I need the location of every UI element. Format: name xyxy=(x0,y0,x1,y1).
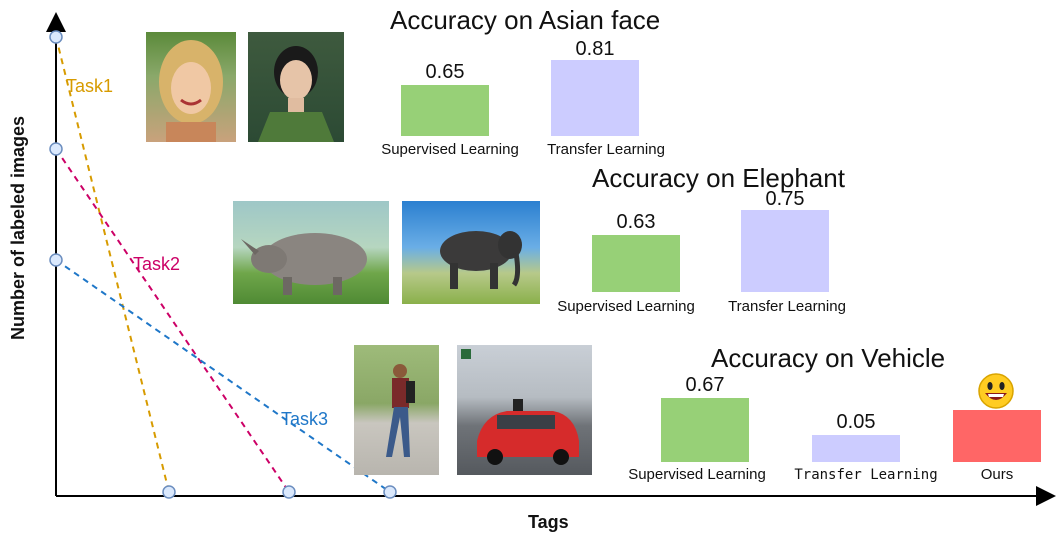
panel1-bar2-label: Transfer Learning xyxy=(547,141,665,158)
task2-label: Task2 xyxy=(133,254,181,274)
panel3-bar3 xyxy=(953,410,1041,462)
node-task3-end xyxy=(383,485,397,499)
panel2-bar2-label: Transfer Learning xyxy=(728,298,846,315)
panel3-bar1 xyxy=(661,398,749,462)
panel3-bar2-label: Transfer Learning xyxy=(794,467,938,483)
panel2-bar1-label: Supervised Learning xyxy=(557,298,695,315)
task3-label: Task3 xyxy=(281,409,329,429)
rhino-photo xyxy=(233,201,389,304)
x-axis-label: Tags xyxy=(528,512,569,532)
node-task1-end xyxy=(162,485,176,499)
face-photo-asian-woman xyxy=(248,32,344,142)
panel3-bar1-value: 0.67 xyxy=(685,374,725,396)
panel2-bar1-value: 0.63 xyxy=(616,211,656,233)
panel2-bar2-value: 0.75 xyxy=(765,188,805,210)
face-photo-woman-blonde xyxy=(146,32,236,142)
node-task2-end xyxy=(282,485,296,499)
node-task2-start xyxy=(49,142,63,156)
panel3-bar3-label: Ours xyxy=(980,466,1014,483)
panel1-title: Accuracy on Asian face xyxy=(390,5,661,35)
node-task3-start xyxy=(49,253,63,267)
y-axis-label: Number of labeled images xyxy=(8,115,28,340)
pedestrian-photo xyxy=(354,345,439,475)
panel2-bar2 xyxy=(741,210,829,292)
node-task1-start xyxy=(49,30,63,44)
smiley-emoji-icon xyxy=(978,373,1014,409)
task2-line xyxy=(55,148,290,493)
panel3-title: Accuracy on Vehicle xyxy=(711,343,946,373)
panel1-bar2-value: 0.81 xyxy=(575,38,615,60)
elephant-photo xyxy=(402,201,540,304)
panel1-bar1-value: 0.65 xyxy=(425,61,465,83)
panel3-bar1-label: Supervised Learning xyxy=(628,466,766,483)
task1-label: Task1 xyxy=(66,76,114,96)
panel1-bar1-label: Supervised Learning xyxy=(381,141,519,158)
panel2-bar1 xyxy=(592,235,680,292)
car-photo xyxy=(457,345,592,475)
panel3-bar2-value: 0.05 xyxy=(836,411,876,433)
task3-line xyxy=(55,259,391,493)
panel3-bar2 xyxy=(812,435,900,462)
panel1-bar1 xyxy=(401,85,489,136)
task1-line xyxy=(55,36,170,493)
panel1-bar2 xyxy=(551,60,639,136)
panel2-title: Accuracy on Elephant xyxy=(592,163,845,193)
